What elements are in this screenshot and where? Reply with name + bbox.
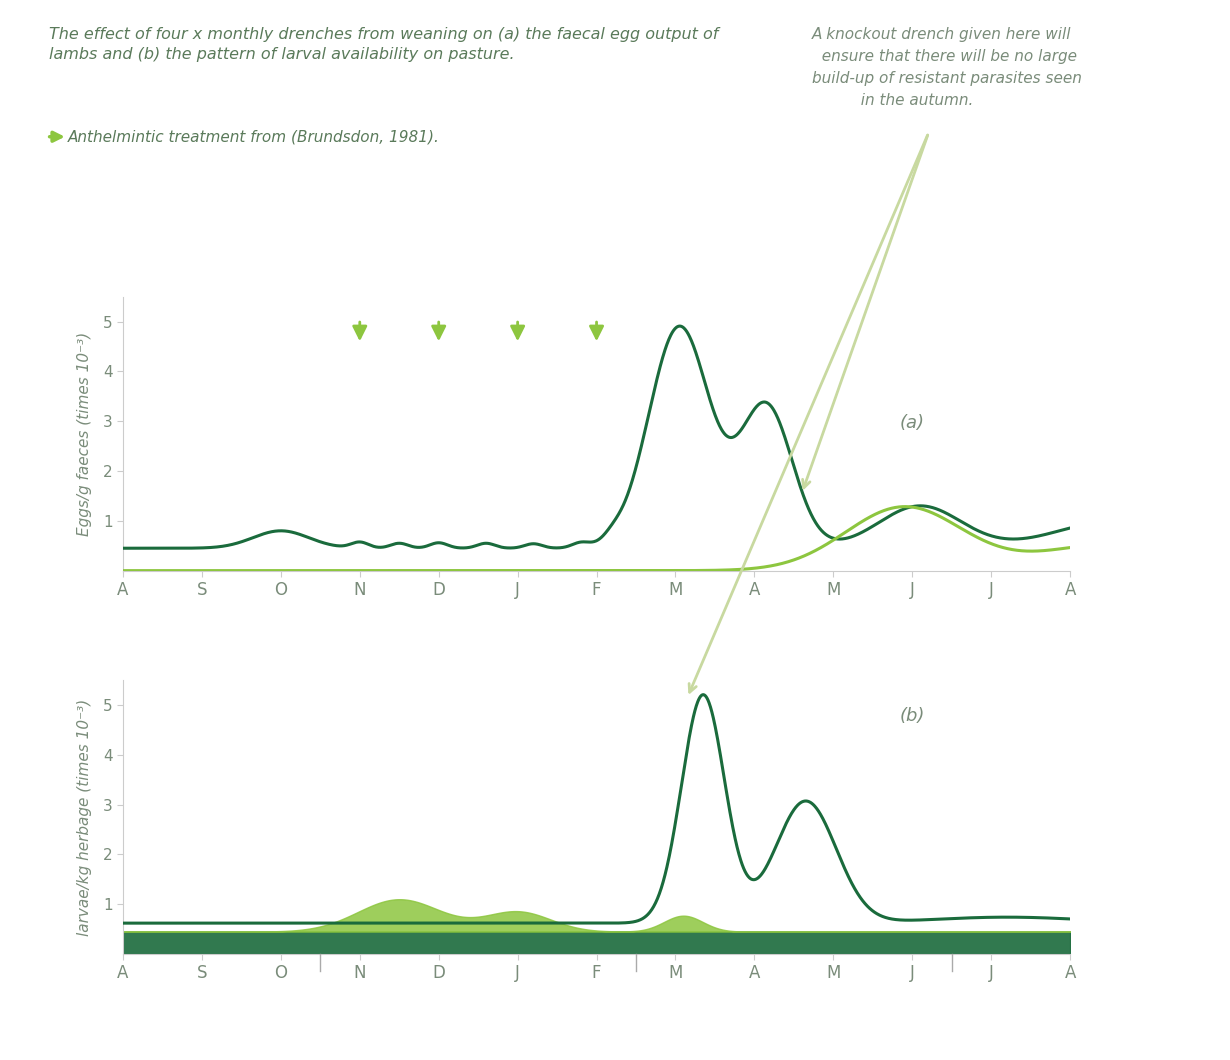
- Y-axis label: larvae/kg herbage (times 10⁻³): larvae/kg herbage (times 10⁻³): [76, 699, 92, 936]
- Y-axis label: Eggs/g faeces (times 10⁻³): Eggs/g faeces (times 10⁻³): [76, 332, 92, 536]
- Text: (a): (a): [899, 414, 925, 432]
- Text: Anthelmintic treatment from (Brundsdon, 1981).: Anthelmintic treatment from (Brundsdon, …: [68, 129, 439, 144]
- Text: A knockout drench given here will
  ensure that there will be no large
build-up : A knockout drench given here will ensure…: [812, 26, 1081, 108]
- Text: The effect of four x monthly drenches from weaning on (a) the faecal egg output : The effect of four x monthly drenches fr…: [49, 26, 718, 63]
- Text: (b): (b): [899, 707, 925, 725]
